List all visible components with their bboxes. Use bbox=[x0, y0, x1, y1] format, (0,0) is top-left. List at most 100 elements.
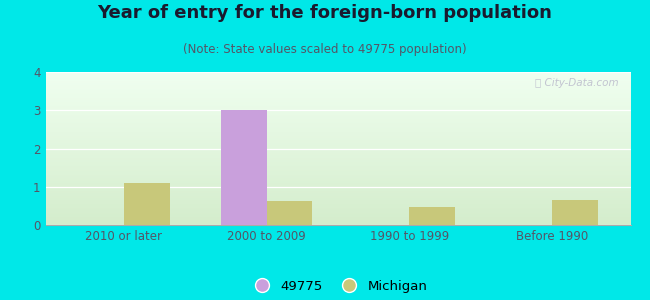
Bar bbox=[46, 96, 630, 97]
Bar bbox=[46, 196, 630, 197]
Bar bbox=[46, 130, 630, 131]
Bar bbox=[46, 152, 630, 153]
Bar bbox=[46, 197, 630, 198]
Bar bbox=[46, 212, 630, 213]
Bar bbox=[46, 119, 630, 120]
Bar bbox=[46, 185, 630, 186]
Bar bbox=[46, 133, 630, 134]
Bar bbox=[46, 138, 630, 139]
Bar bbox=[46, 177, 630, 178]
Bar bbox=[46, 103, 630, 104]
Bar bbox=[46, 102, 630, 103]
Bar bbox=[46, 208, 630, 209]
Bar bbox=[46, 165, 630, 166]
Bar bbox=[46, 183, 630, 184]
Bar bbox=[46, 144, 630, 145]
Bar bbox=[46, 128, 630, 129]
Bar bbox=[46, 75, 630, 76]
Bar bbox=[46, 104, 630, 105]
Bar bbox=[46, 143, 630, 144]
Bar bbox=[46, 93, 630, 94]
Bar bbox=[46, 173, 630, 174]
Bar bbox=[46, 131, 630, 132]
Bar bbox=[46, 81, 630, 82]
Bar bbox=[46, 222, 630, 223]
Bar bbox=[46, 207, 630, 208]
Bar bbox=[46, 115, 630, 116]
Bar bbox=[46, 217, 630, 218]
Bar bbox=[46, 82, 630, 83]
Bar bbox=[46, 163, 630, 164]
Bar bbox=[46, 157, 630, 158]
Bar bbox=[46, 76, 630, 77]
Bar bbox=[46, 195, 630, 196]
Text: ⓘ City-Data.com: ⓘ City-Data.com bbox=[535, 78, 619, 88]
Bar bbox=[46, 140, 630, 141]
Bar bbox=[46, 168, 630, 169]
Bar bbox=[46, 191, 630, 192]
Bar bbox=[46, 186, 630, 187]
Bar bbox=[46, 84, 630, 85]
Bar bbox=[46, 201, 630, 202]
Bar bbox=[46, 166, 630, 167]
Bar bbox=[46, 126, 630, 127]
Bar bbox=[46, 127, 630, 128]
Bar bbox=[46, 203, 630, 204]
Bar bbox=[46, 214, 630, 215]
Bar bbox=[46, 211, 630, 212]
Bar bbox=[46, 187, 630, 188]
Bar bbox=[46, 147, 630, 148]
Bar bbox=[46, 99, 630, 100]
Bar bbox=[46, 121, 630, 122]
Bar bbox=[46, 112, 630, 113]
Bar bbox=[46, 86, 630, 87]
Bar bbox=[46, 178, 630, 179]
Bar bbox=[46, 124, 630, 125]
Bar bbox=[46, 155, 630, 156]
Bar bbox=[46, 88, 630, 89]
Bar bbox=[46, 100, 630, 101]
Bar bbox=[46, 167, 630, 168]
Bar bbox=[46, 129, 630, 130]
Bar bbox=[46, 146, 630, 147]
Bar bbox=[552, 200, 598, 225]
Legend: 49775, Michigan: 49775, Michigan bbox=[243, 274, 433, 298]
Bar bbox=[46, 150, 630, 151]
Bar bbox=[46, 105, 630, 106]
Bar bbox=[46, 209, 630, 210]
Bar bbox=[46, 221, 630, 222]
Bar bbox=[46, 200, 630, 201]
Bar bbox=[46, 205, 630, 206]
Bar bbox=[46, 92, 630, 93]
Bar bbox=[46, 89, 630, 90]
Bar bbox=[46, 77, 630, 78]
Bar bbox=[46, 219, 630, 220]
Bar bbox=[46, 202, 630, 203]
Bar bbox=[46, 74, 630, 75]
Bar bbox=[46, 123, 630, 124]
Bar bbox=[46, 106, 630, 107]
Bar bbox=[46, 101, 630, 102]
Bar bbox=[46, 161, 630, 162]
Bar bbox=[46, 192, 630, 193]
Bar bbox=[46, 174, 630, 175]
Bar bbox=[46, 111, 630, 112]
Bar bbox=[46, 113, 630, 114]
Bar bbox=[46, 180, 630, 181]
Bar bbox=[46, 136, 630, 137]
Bar bbox=[46, 193, 630, 194]
Bar bbox=[46, 215, 630, 216]
Bar bbox=[46, 175, 630, 176]
Bar bbox=[46, 198, 630, 199]
Bar bbox=[46, 176, 630, 177]
Bar bbox=[221, 110, 266, 225]
Bar bbox=[46, 97, 630, 98]
Bar bbox=[46, 159, 630, 160]
Bar bbox=[46, 160, 630, 161]
Bar bbox=[46, 184, 630, 185]
Bar bbox=[46, 117, 630, 118]
Bar bbox=[46, 83, 630, 84]
Bar bbox=[46, 154, 630, 155]
Bar bbox=[46, 145, 630, 146]
Bar bbox=[46, 132, 630, 133]
